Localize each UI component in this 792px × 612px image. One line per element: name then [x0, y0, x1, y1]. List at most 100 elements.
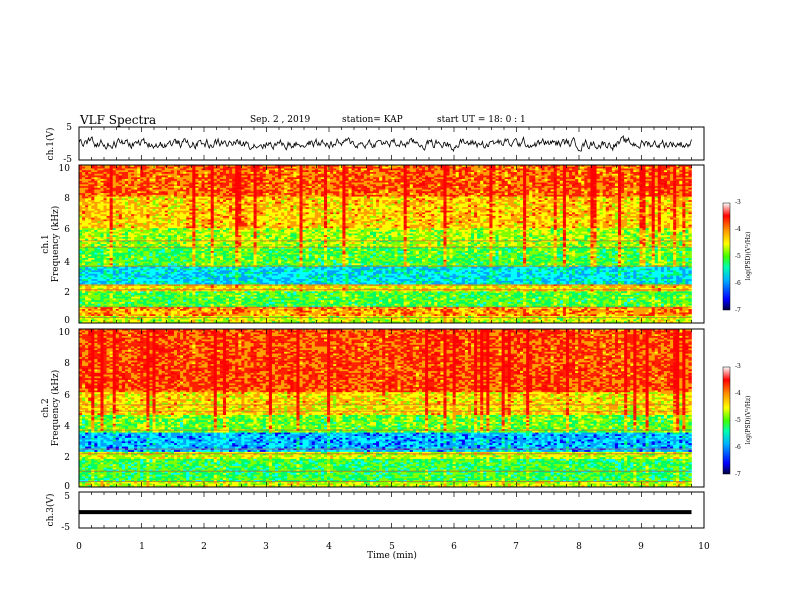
spectrogram-cell	[587, 169, 590, 171]
spectrogram-cell	[560, 172, 563, 174]
spectrogram-cell	[165, 176, 168, 178]
spectrogram-cell	[652, 169, 655, 171]
spectrogram-cell	[609, 172, 612, 174]
spectrogram-cell	[235, 172, 238, 174]
spectrogram-cell	[655, 172, 658, 174]
spectrogram-cell	[443, 176, 446, 178]
spectrogram-cell	[232, 169, 235, 171]
spectrogram-cell	[131, 172, 134, 174]
spectrogram-cell	[508, 169, 511, 171]
spectrogram-cell	[630, 176, 633, 178]
spectrogram-cell	[545, 176, 548, 178]
spectrogram-cell	[667, 169, 670, 171]
spectrogram-cell	[388, 176, 391, 178]
spectrogram-cell	[413, 169, 416, 171]
spectrogram-cell	[104, 169, 107, 171]
spectrogram-cell	[526, 169, 529, 171]
spectrogram-cell	[416, 176, 419, 178]
spectrogram-cell	[437, 172, 440, 174]
spectrogram-cell	[554, 176, 557, 178]
spectrogram-cell	[541, 176, 544, 178]
spectrogram-cell	[104, 176, 107, 178]
spectrogram-cell	[339, 172, 342, 174]
spectrogram-cell	[401, 176, 404, 178]
spectrogram-cell	[247, 176, 250, 178]
spectrogram-cell	[621, 176, 624, 178]
spectrogram-cell	[597, 176, 600, 178]
spectrogram-cell	[156, 169, 159, 171]
spectrogram-cell	[391, 172, 394, 174]
spectrogram-cell	[149, 176, 152, 178]
spectrogram-cell	[370, 176, 373, 178]
spectrogram-cell	[630, 172, 633, 174]
spectrogram-cell	[171, 176, 174, 178]
spectrogram-cell	[85, 176, 88, 178]
spectrogram-cell	[425, 169, 428, 171]
spectrogram-cell	[367, 172, 370, 174]
spectrogram-cell	[195, 176, 198, 178]
spectrogram-cell	[465, 172, 468, 174]
spectrogram-cell	[180, 176, 183, 178]
spectrogram-cell	[459, 176, 462, 178]
spectrogram-cell	[581, 176, 584, 178]
spectrogram-cell	[511, 172, 514, 174]
spectrogram-cell	[333, 176, 336, 178]
spectrogram-cell	[352, 176, 355, 178]
spectrogram-cell	[646, 172, 649, 174]
spectrogram-cell	[376, 169, 379, 171]
spectrogram-cell	[496, 169, 499, 171]
spectrogram-cell	[572, 176, 575, 178]
spectrogram-cell	[545, 169, 548, 171]
spectrogram-cell	[330, 172, 333, 174]
spectrogram-cell	[367, 169, 370, 171]
spectrogram-cell	[251, 172, 254, 174]
spectrogram-cell	[670, 169, 673, 171]
spectrogram-cell	[492, 172, 495, 174]
spectrogram-cell	[275, 176, 278, 178]
spectrogram-cell	[633, 172, 636, 174]
spectrogram-cell	[345, 176, 348, 178]
spectrogram-cell	[355, 176, 358, 178]
ch1-spectrogram-image	[79, 165, 692, 323]
spectrogram-cell	[198, 176, 201, 178]
spectrogram-cell	[122, 172, 125, 174]
spectrogram-cell	[587, 172, 590, 174]
spectrogram-cell	[146, 169, 149, 171]
spectrogram-cell	[391, 176, 394, 178]
spectrogram-cell	[624, 172, 627, 174]
spectrogram-cell	[373, 169, 376, 171]
spectrogram-cell	[336, 169, 339, 171]
spectrogram-cell	[131, 169, 134, 171]
spectrogram-cell	[168, 172, 171, 174]
spectrogram-cell	[459, 172, 462, 174]
spectrogram-cell	[569, 169, 572, 171]
spectrogram-cell	[624, 176, 627, 178]
spectrogram-cell	[633, 176, 636, 178]
spectrogram-cell	[606, 169, 609, 171]
spectrogram-cell	[526, 172, 529, 174]
spectrogram-cell	[639, 172, 642, 174]
spectrogram-cell	[398, 169, 401, 171]
spectrogram-cell	[342, 169, 345, 171]
spectrogram-cell	[284, 172, 287, 174]
spectrogram-cell	[107, 169, 110, 171]
spectrogram-cell	[627, 172, 630, 174]
spectrogram-cell	[548, 169, 551, 171]
spectrogram-cell	[578, 172, 581, 174]
spectrogram-cell	[422, 172, 425, 174]
spectrogram-cell	[321, 176, 324, 178]
spectrogram-cell	[272, 169, 275, 171]
spectrogram-cell	[529, 172, 532, 174]
spectrogram-cell	[590, 169, 593, 171]
spectrogram-cell	[477, 169, 480, 171]
spectrogram-cell	[401, 169, 404, 171]
spectrogram-cell	[269, 172, 272, 174]
spectrogram-cell	[352, 172, 355, 174]
spectrogram-cell	[342, 176, 345, 178]
spectrogram-cell	[251, 169, 254, 171]
spectrogram-cell	[244, 169, 247, 171]
spectrogram-cell	[587, 176, 590, 178]
spectrogram-cell	[238, 176, 241, 178]
spectrogram-cell	[149, 172, 152, 174]
spectrogram-cell	[189, 176, 192, 178]
